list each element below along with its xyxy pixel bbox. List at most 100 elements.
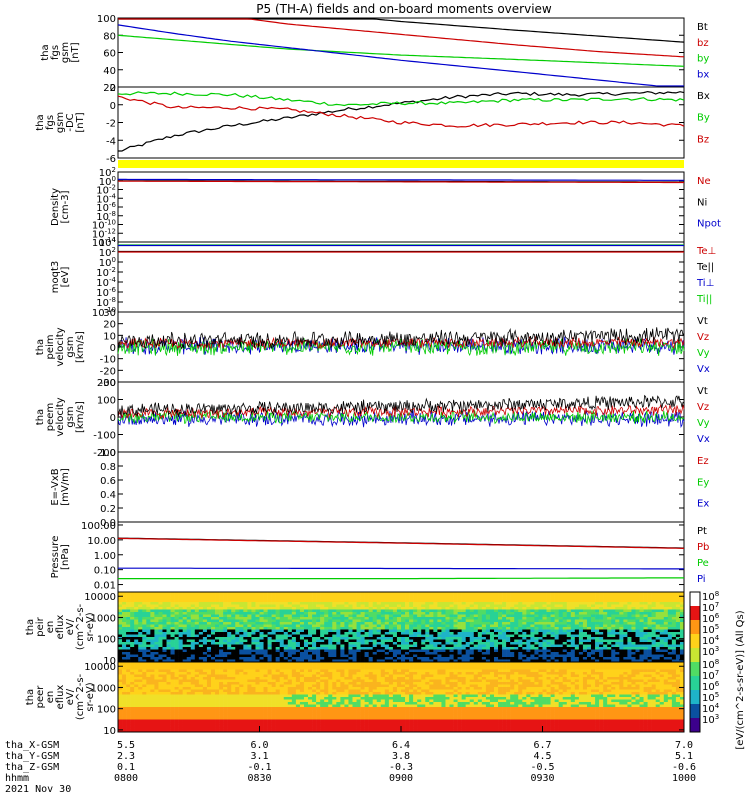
- spectrogram-cell: [308, 659, 313, 663]
- spectrogram-cell: [247, 669, 252, 673]
- spectrogram-cell: [522, 659, 527, 663]
- spectrogram-cell: [332, 624, 337, 628]
- spectrogram-cell: [279, 659, 285, 663]
- spectrogram-cell: [582, 594, 588, 598]
- spectrogram-cell: [352, 627, 357, 630]
- spectrogram-cell: [679, 669, 685, 673]
- spectrogram-cell: [316, 669, 321, 673]
- spectrogram-cell: [566, 672, 572, 675]
- spectrogram-cell: [558, 667, 564, 670]
- spectrogram-cell: [392, 672, 398, 675]
- spectrogram-cell: [251, 639, 256, 643]
- y-axis-label: tha fgs gsm -DC [nT]: [35, 112, 86, 133]
- spectrogram-cell: [558, 594, 564, 598]
- spectrogram-cell: [457, 649, 462, 653]
- spectrogram-cell: [506, 647, 511, 650]
- spectrogram-cell: [405, 612, 410, 615]
- y-axis-label-line: fgs: [45, 115, 56, 130]
- spectrogram-cell: [534, 599, 539, 603]
- spectrogram-cell: [502, 599, 507, 603]
- spectrogram-cell: [578, 639, 584, 643]
- series-line-Bz: [117, 95, 685, 128]
- spectrogram-cell: [126, 634, 131, 638]
- spectrogram-cell: [206, 652, 212, 655]
- spectrogram-cell: [502, 644, 507, 648]
- spectrogram-cell: [340, 599, 345, 603]
- spectrogram-cell: [118, 667, 123, 670]
- spectrogram-cell: [320, 602, 325, 605]
- spectrogram-cell: [510, 599, 515, 603]
- spectrogram-cell: [558, 624, 564, 628]
- spectrogram-cell: [364, 619, 369, 623]
- spectrogram-cell: [651, 594, 656, 598]
- spectrogram-cell: [506, 669, 511, 673]
- spectrogram-cell: [332, 622, 337, 625]
- spectrogram-cell: [198, 622, 204, 625]
- spectrogram-cell: [364, 597, 369, 600]
- spectrogram-cell: [380, 664, 386, 668]
- spectrogram-cell: [623, 672, 628, 675]
- spectrogram-cell: [376, 672, 382, 675]
- spectrogram-cell: [138, 669, 143, 673]
- spectrogram-cell: [623, 657, 628, 660]
- spectrogram-cell: [312, 639, 317, 643]
- spectrogram-cell: [138, 664, 143, 668]
- spectrogram-cell: [530, 664, 535, 668]
- y-tick-label: 102: [99, 166, 116, 179]
- y-tick-label: 0: [110, 413, 116, 424]
- spectrogram-cell: [409, 667, 414, 670]
- spectrogram-cell: [162, 644, 167, 648]
- spectrogram-cell: [489, 672, 495, 675]
- spectrogram-cell: [122, 632, 127, 635]
- spectrogram-cell: [344, 659, 349, 663]
- spectrogram-cell: [477, 594, 483, 598]
- spectrogram-cell: [663, 627, 669, 630]
- spectrogram-cell: [538, 599, 543, 603]
- spectrogram-cell: [279, 634, 285, 638]
- spectrogram-cell: [538, 609, 543, 613]
- spectrogram-cell: [429, 622, 434, 625]
- spectrogram-cell: [663, 657, 669, 660]
- spectrogram-cell: [392, 617, 398, 620]
- spectrogram-cell: [437, 669, 442, 673]
- spectrogram-cell: [126, 639, 131, 643]
- spectrogram-cell: [134, 624, 139, 628]
- spectrogram-cell: [287, 629, 293, 633]
- spectrogram-cell: [324, 592, 329, 595]
- spectrogram-cell: [465, 649, 471, 653]
- spectrogram-cell: [126, 647, 131, 650]
- spectrogram-cell: [122, 662, 127, 665]
- spectrogram-cell: [506, 667, 511, 670]
- spectrogram-cell: [227, 592, 232, 595]
- spectrogram-cell: [679, 652, 685, 655]
- spectrogram-cell: [627, 622, 632, 625]
- spectrogram-cell: [299, 617, 305, 620]
- y-tick-label: 10-2: [96, 184, 116, 197]
- spectrogram-cell: [627, 649, 632, 653]
- spectrogram-cell: [623, 602, 628, 605]
- spectrogram-cell: [469, 604, 475, 608]
- spectrogram-cell: [215, 667, 220, 670]
- spectrogram-cell: [279, 622, 285, 625]
- spectrogram-cell: [409, 637, 414, 640]
- spectrogram-cell: [360, 604, 365, 608]
- spectrogram-cell: [433, 634, 438, 638]
- spectrogram-cell: [481, 629, 487, 633]
- spectrogram-cell: [566, 604, 572, 608]
- spectrogram-cell: [485, 624, 491, 628]
- y-axis-label-line: [eV]: [60, 267, 71, 288]
- spectrogram-cell: [675, 602, 681, 605]
- spectrogram-cell: [473, 597, 479, 600]
- spectrogram-cell: [308, 614, 313, 618]
- spectrogram-cell: [647, 629, 652, 633]
- spectrogram-cell: [510, 629, 515, 633]
- spectrogram-cell: [340, 612, 345, 615]
- spectrogram-cell: [186, 644, 192, 648]
- spectrogram-cell: [457, 607, 462, 610]
- spectrogram-cell: [425, 627, 430, 630]
- spectrogram-cell: [413, 657, 418, 660]
- spectrogram-cell: [255, 659, 260, 663]
- spectrogram-cell: [239, 602, 244, 605]
- spectrogram-cell: [550, 667, 555, 670]
- spectrogram-cell: [198, 627, 204, 630]
